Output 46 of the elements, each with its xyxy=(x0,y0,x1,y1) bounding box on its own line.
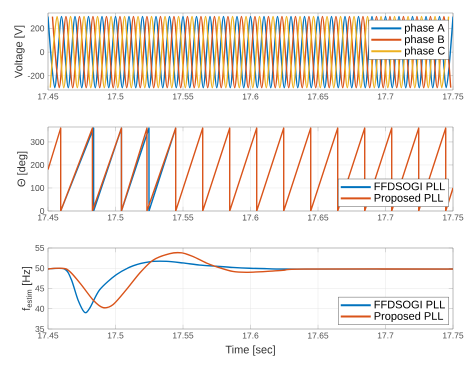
x-tick-label: 17.75 xyxy=(443,214,464,220)
y-tick-label: 35 xyxy=(35,326,44,332)
y-tick-label: 0 xyxy=(40,208,44,214)
y-tick-label: -200 xyxy=(28,72,44,79)
x-tick-label: 17.65 xyxy=(308,332,328,339)
x-tick-label: 17.6 xyxy=(242,214,258,221)
x-tick-label: 17.7 xyxy=(378,332,394,338)
x-tick-label: 17.55 xyxy=(173,332,194,338)
y-axis-title: Θ [deg] xyxy=(17,152,28,187)
x-tick-label: 17.65 xyxy=(308,94,328,100)
y-tick-label: 200 xyxy=(30,25,44,32)
y-tick-label: 45 xyxy=(35,286,44,292)
x-tick-label: 17.75 xyxy=(443,94,464,100)
y-axis-title: Voltage [V] xyxy=(14,26,25,78)
x-tick-label: 17.45 xyxy=(38,214,58,220)
y-axis-title: f$_{estim}$ [Hz] xyxy=(22,267,32,311)
x-axis-title: Time [sec] xyxy=(226,345,275,356)
y-tick-label: 300 xyxy=(30,138,44,145)
x-tick-label: 17.45 xyxy=(38,332,58,338)
legend-label: Proposed PLL xyxy=(374,312,444,322)
y-tick-label: 200 xyxy=(30,162,44,168)
y-tick-label: 50 xyxy=(35,265,44,272)
y-tick-label: 55 xyxy=(35,245,44,251)
legend-label: FFDSOGI PLL xyxy=(374,182,445,190)
legend-label: phase B xyxy=(405,35,444,46)
y-tick-label: 0 xyxy=(40,49,44,56)
x-tick-label: 17.7 xyxy=(378,94,394,100)
x-tick-label: 17.5 xyxy=(108,94,124,100)
x-tick-label: 17.55 xyxy=(173,214,194,220)
line-series xyxy=(48,127,454,211)
line-series xyxy=(48,252,454,308)
x-tick-label: 17.45 xyxy=(38,94,58,100)
x-tick-label: 17.5 xyxy=(108,214,124,220)
x-tick-label: 17.75 xyxy=(443,332,464,338)
legend-label: phase A xyxy=(405,24,445,34)
x-tick-label: 17.6 xyxy=(242,94,258,100)
y-tick-label: 100 xyxy=(30,184,44,191)
x-tick-label: 17.55 xyxy=(173,94,194,100)
x-tick-label: 17.65 xyxy=(308,214,328,221)
x-tick-label: 17.7 xyxy=(378,214,394,220)
y-tick-label: 40 xyxy=(35,306,44,312)
legend-label: phase C xyxy=(405,46,445,57)
legend-label: FFDSOGI PLL xyxy=(374,300,445,308)
legend-label: Proposed PLL xyxy=(374,194,444,204)
x-tick-label: 17.5 xyxy=(108,332,124,338)
x-tick-label: 17.6 xyxy=(242,332,258,339)
